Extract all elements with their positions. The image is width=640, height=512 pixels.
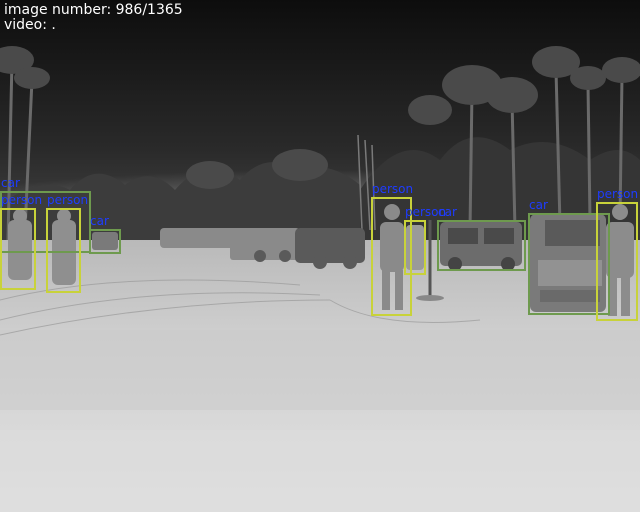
detection-label: person (372, 182, 414, 196)
detection-label: car (90, 214, 109, 228)
detection-label: person (405, 205, 447, 219)
detection-box-person: person (0, 193, 42, 290)
detection-box-person: person (46, 193, 88, 293)
video-readout: video: . (4, 17, 56, 33)
detection-label: person (1, 193, 43, 207)
detection-box-car: car (89, 214, 121, 254)
detection-label: person (47, 193, 89, 207)
detection-label: car (438, 205, 457, 219)
detection-label: car (529, 198, 548, 212)
detection-box-person: person (371, 182, 413, 316)
detection-box-person: person (404, 205, 446, 275)
detection-box-car: car (437, 205, 526, 271)
detection-box-person: person (596, 187, 638, 321)
detection-label: person (597, 187, 639, 201)
detection-label: car (1, 176, 20, 190)
detection-box-car: car (528, 198, 610, 315)
image-number-readout: image number: 986/1365 (4, 2, 183, 18)
